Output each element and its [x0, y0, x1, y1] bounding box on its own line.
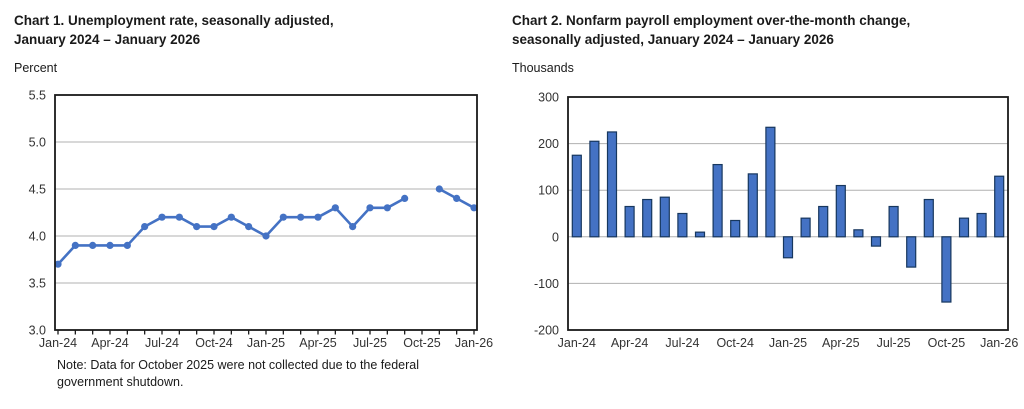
y-tick-label: 4.0 [29, 230, 46, 244]
y-tick-label: 200 [538, 137, 559, 151]
y-tick-label: 5.5 [29, 89, 46, 103]
bar [571, 154, 582, 238]
bar [624, 205, 635, 238]
x-tick-label: Jul-24 [665, 336, 699, 350]
data-point [123, 241, 131, 249]
bar [994, 175, 1005, 238]
x-tick-label: Apr-24 [611, 336, 649, 350]
data-point [106, 241, 114, 249]
bar [976, 212, 987, 238]
data-point [245, 223, 253, 231]
chart-1-title-line2: January 2024 – January 2026 [14, 32, 201, 47]
chart-1-title-line1: Chart 1. Unemployment rate, seasonally a… [14, 13, 334, 28]
data-point [453, 194, 461, 202]
data-point [71, 241, 79, 249]
x-tick-label: Jan-26 [980, 336, 1018, 350]
x-tick-label: Apr-25 [299, 336, 337, 350]
data-point [383, 204, 391, 212]
data-point [158, 213, 166, 221]
bar [606, 131, 618, 238]
chart-2-title-line2: seasonally adjusted, January 2024 – Janu… [512, 32, 834, 47]
data-point [89, 241, 97, 249]
data-point [366, 204, 374, 212]
x-tick-label: Jan-24 [558, 336, 596, 350]
bar [730, 219, 741, 238]
y-tick-label: -100 [534, 277, 559, 291]
y-tick-label: 3.0 [29, 324, 46, 338]
y-tick-label: 3.5 [29, 277, 46, 291]
plot-border [567, 96, 1009, 331]
bar [642, 198, 653, 238]
bar [765, 126, 776, 238]
x-tick-label: Apr-24 [91, 336, 129, 350]
data-point [297, 213, 305, 221]
x-tick-label: Jan-24 [39, 336, 77, 350]
bar [870, 236, 882, 247]
chart-2-title-line1: Chart 2. Nonfarm payroll employment over… [512, 13, 911, 28]
data-point [279, 213, 287, 221]
bar [941, 236, 952, 303]
bar [923, 198, 934, 238]
bar [835, 184, 846, 238]
chart-1-unit-label: Percent [14, 61, 58, 75]
data-point [331, 204, 339, 212]
data-point [401, 194, 409, 202]
x-tick-label: Jan-25 [247, 336, 285, 350]
data-point [210, 223, 218, 231]
bar [853, 229, 864, 238]
x-tick-label: Oct-25 [928, 336, 966, 350]
bar [818, 205, 829, 238]
x-tick-label: Jan-25 [769, 336, 807, 350]
x-tick-label: Oct-24 [195, 336, 233, 350]
bar [958, 217, 970, 238]
chart-2-unit-label: Thousands [512, 61, 574, 75]
y-tick-label: 4.5 [29, 183, 46, 197]
bar [782, 236, 794, 259]
chart-2-title: Chart 2. Nonfarm payroll employment over… [512, 11, 910, 49]
data-point [175, 213, 183, 221]
y-tick-label: -200 [534, 324, 559, 338]
data-point [193, 223, 201, 231]
y-tick-label: 300 [538, 91, 559, 105]
data-point [227, 213, 235, 221]
bar [659, 196, 670, 238]
chart-2-plot: -200 -100 0 100 200 300 Jan-24 Apr-24 Jul-24 Oct-… [534, 91, 1018, 351]
data-point [349, 223, 357, 231]
bar [712, 163, 723, 238]
bar [677, 212, 688, 238]
bar [888, 205, 899, 238]
y-tick-label: 0 [552, 230, 559, 244]
chart-1-note: Note: Data for October 2025 were not col… [57, 358, 420, 389]
x-tick-label: Oct-24 [716, 336, 754, 350]
x-tick-label: Jan-26 [455, 336, 493, 350]
data-point [314, 213, 322, 221]
plot-border [54, 94, 478, 331]
data-point [141, 223, 149, 231]
chart-1-plot: 3.0 3.5 4.0 4.5 5.0 5.5 Jan-24 Apr-24 Jul-24 Oct-… [29, 89, 494, 351]
x-tick-label: Oct-25 [403, 336, 441, 350]
bar [800, 217, 811, 238]
data-point [54, 260, 62, 268]
bar [694, 231, 706, 238]
data-point [435, 185, 443, 193]
chart-1-title: Chart 1. Unemployment rate, seasonally a… [14, 11, 334, 49]
x-tick-label: Apr-25 [822, 336, 860, 350]
y-tick-label: 5.0 [29, 136, 46, 150]
x-tick-label: Jul-24 [145, 336, 179, 350]
data-line [56, 197, 406, 266]
x-tick-label: Jul-25 [877, 336, 911, 350]
data-point [262, 232, 270, 240]
x-tick-label: Jul-25 [353, 336, 387, 350]
bar [906, 236, 917, 268]
y-tick-label: 100 [538, 184, 559, 198]
bar [747, 173, 758, 238]
data-point [470, 204, 478, 212]
bar [589, 140, 600, 238]
